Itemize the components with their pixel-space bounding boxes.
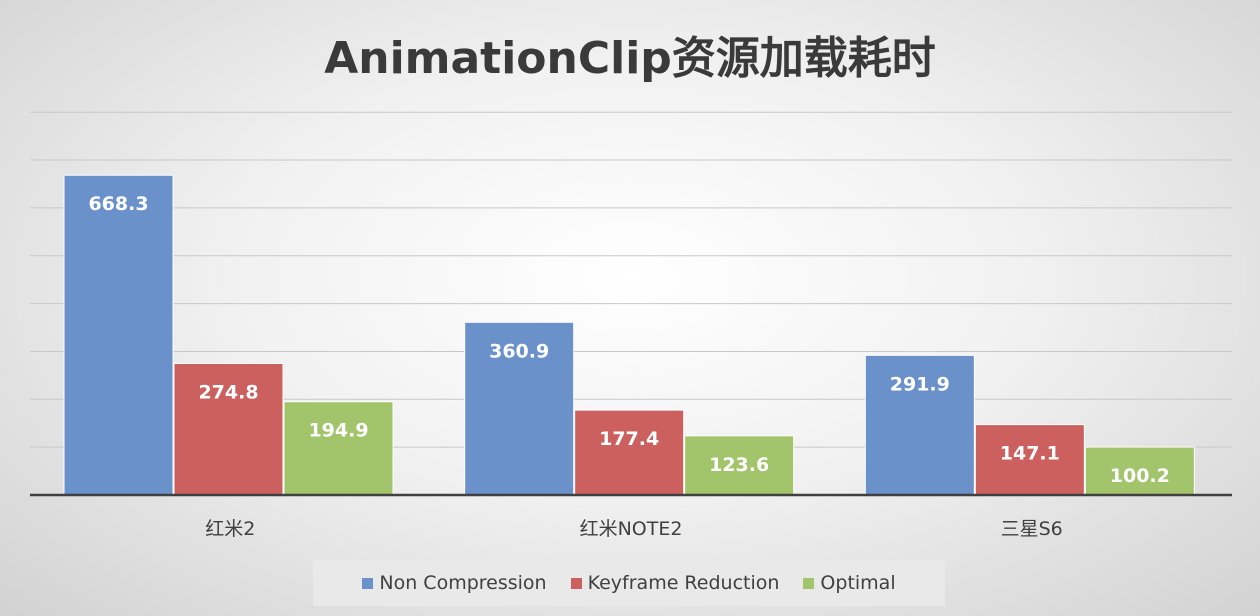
legend-item: Keyframe Reduction (570, 572, 780, 594)
plot-area: 668.3 360.9 291.9 274.8 177.4 147.1 194.9 123.6… (30, 111, 1232, 540)
legend-label: Optimal (820, 572, 896, 594)
data-label: 274.8 (198, 382, 258, 404)
legend-swatch (570, 577, 582, 589)
chart-title: AnimationClip资源加载耗时 (324, 33, 936, 84)
bar-keyframe-reduction (173, 363, 284, 496)
legend-label: Keyframe Reduction (587, 572, 780, 594)
bar-non-compression (464, 321, 575, 496)
legend-item: Optimal (803, 572, 896, 594)
legend: Non Compression Keyframe Reduction Optimal (313, 560, 945, 606)
data-label: 291.9 (890, 373, 950, 395)
bar-non-compression (864, 354, 975, 496)
data-label: 100.2 (1110, 465, 1170, 487)
bar-optimal (283, 401, 394, 496)
data-label: 147.1 (1000, 443, 1060, 465)
data-label: 360.9 (489, 340, 549, 362)
data-label: 177.4 (599, 428, 659, 450)
data-label: 668.3 (88, 193, 148, 215)
x-tick-label: 三星S6 (1001, 518, 1063, 540)
legend-swatch (362, 577, 374, 589)
bar-optimal (684, 435, 795, 496)
bar-non-compression (63, 174, 174, 496)
data-label: 123.6 (709, 454, 769, 476)
bar-optimal (1084, 446, 1195, 496)
data-label: 194.9 (308, 420, 368, 442)
legend-item: Non Compression (362, 572, 547, 594)
x-tick-label: 红米2 (205, 518, 255, 540)
legend-swatch (803, 577, 815, 589)
x-tick-label: 红米NOTE2 (580, 518, 683, 540)
bar-keyframe-reduction (974, 424, 1085, 496)
bar-keyframe-reduction (574, 409, 685, 496)
legend-label: Non Compression (379, 572, 547, 594)
